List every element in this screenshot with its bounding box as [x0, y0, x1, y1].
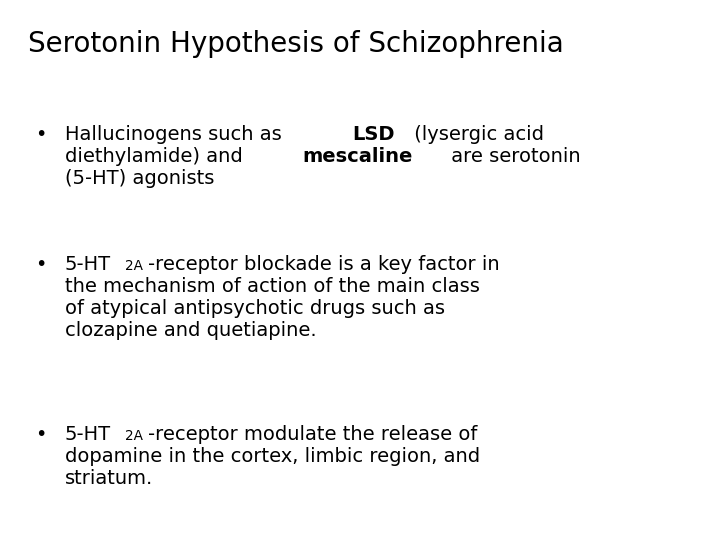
- Text: -receptor blockade is a key factor in: -receptor blockade is a key factor in: [148, 255, 500, 274]
- Text: dopamine in the cortex, limbic region, and: dopamine in the cortex, limbic region, a…: [65, 447, 480, 466]
- Text: Serotonin Hypothesis of Schizophrenia: Serotonin Hypothesis of Schizophrenia: [28, 30, 564, 58]
- Text: -receptor modulate the release of: -receptor modulate the release of: [148, 425, 477, 444]
- Text: 2A: 2A: [125, 429, 143, 443]
- Text: 5-HT: 5-HT: [65, 425, 111, 444]
- Text: •: •: [35, 425, 46, 444]
- Text: diethylamide) and: diethylamide) and: [65, 147, 249, 166]
- Text: clozapine and quetiapine.: clozapine and quetiapine.: [65, 321, 317, 340]
- Text: striatum.: striatum.: [65, 469, 153, 488]
- Text: the mechanism of action of the main class: the mechanism of action of the main clas…: [65, 277, 480, 296]
- Text: •: •: [35, 125, 46, 144]
- Text: •: •: [35, 255, 46, 274]
- Text: (lysergic acid: (lysergic acid: [408, 125, 544, 144]
- Text: 5-HT: 5-HT: [65, 255, 111, 274]
- Text: mescaline: mescaline: [302, 147, 413, 166]
- Text: Hallucinogens such as: Hallucinogens such as: [65, 125, 288, 144]
- Text: of atypical antipsychotic drugs such as: of atypical antipsychotic drugs such as: [65, 299, 445, 318]
- Text: 2A: 2A: [125, 259, 143, 273]
- Text: LSD: LSD: [353, 125, 395, 144]
- Text: (5-HT) agonists: (5-HT) agonists: [65, 169, 215, 188]
- Text: are serotonin: are serotonin: [445, 147, 580, 166]
